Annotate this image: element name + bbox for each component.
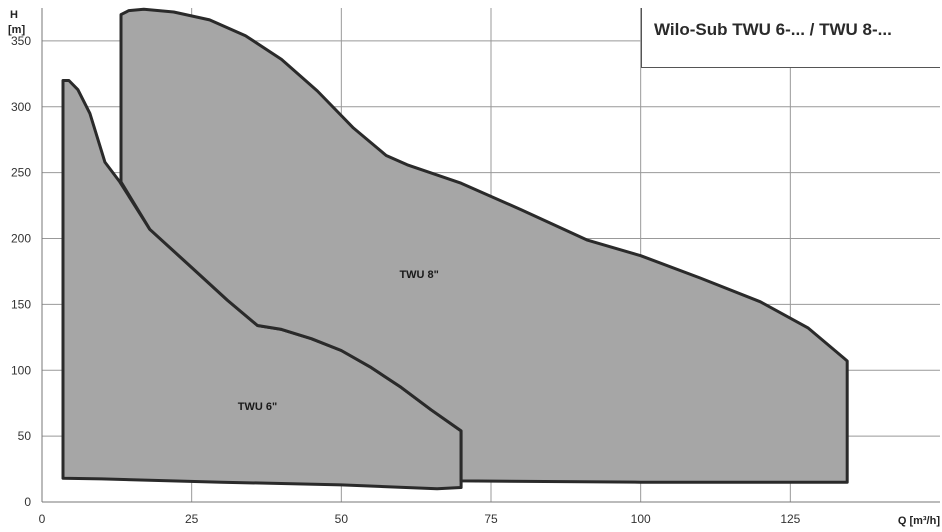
y-tick-label: 100 xyxy=(11,363,31,377)
y-tick-label: 0 xyxy=(24,495,31,509)
x-tick-label: 25 xyxy=(185,512,199,526)
region-labels: TWU 6" TWU 8" xyxy=(238,269,439,413)
axes: H [m] Q [m³/h] 0 25 50 75 100 125 0 50 100 150 200… xyxy=(8,9,940,527)
chart-title: Wilo-Sub TWU 6-... / TWU 8-... xyxy=(654,20,892,39)
region-label-twu-6: TWU 6" xyxy=(238,401,277,413)
x-tick-label: 100 xyxy=(631,512,651,526)
y-tick-label: 150 xyxy=(11,297,31,311)
y-tick-label: 250 xyxy=(11,166,31,180)
x-tick-label: 75 xyxy=(484,512,498,526)
y-axis-unit: [m] xyxy=(8,24,25,36)
x-axis-title: Q [m³/h] xyxy=(898,515,940,527)
y-tick-label: 50 xyxy=(18,429,32,443)
x-tick-label: 125 xyxy=(780,512,800,526)
y-tick-label: 350 xyxy=(11,34,31,48)
region-label-twu-8: TWU 8" xyxy=(399,269,438,281)
y-tick-label: 300 xyxy=(11,100,31,114)
x-tick-label: 0 xyxy=(39,512,46,526)
x-tick-label: 50 xyxy=(335,512,349,526)
y-axis-title: H xyxy=(10,9,18,21)
regions xyxy=(61,7,849,491)
region-twu-8 xyxy=(119,7,849,484)
chart-title-box: Wilo-Sub TWU 6-... / TWU 8-... xyxy=(641,8,940,68)
y-tick-label: 200 xyxy=(11,232,31,246)
